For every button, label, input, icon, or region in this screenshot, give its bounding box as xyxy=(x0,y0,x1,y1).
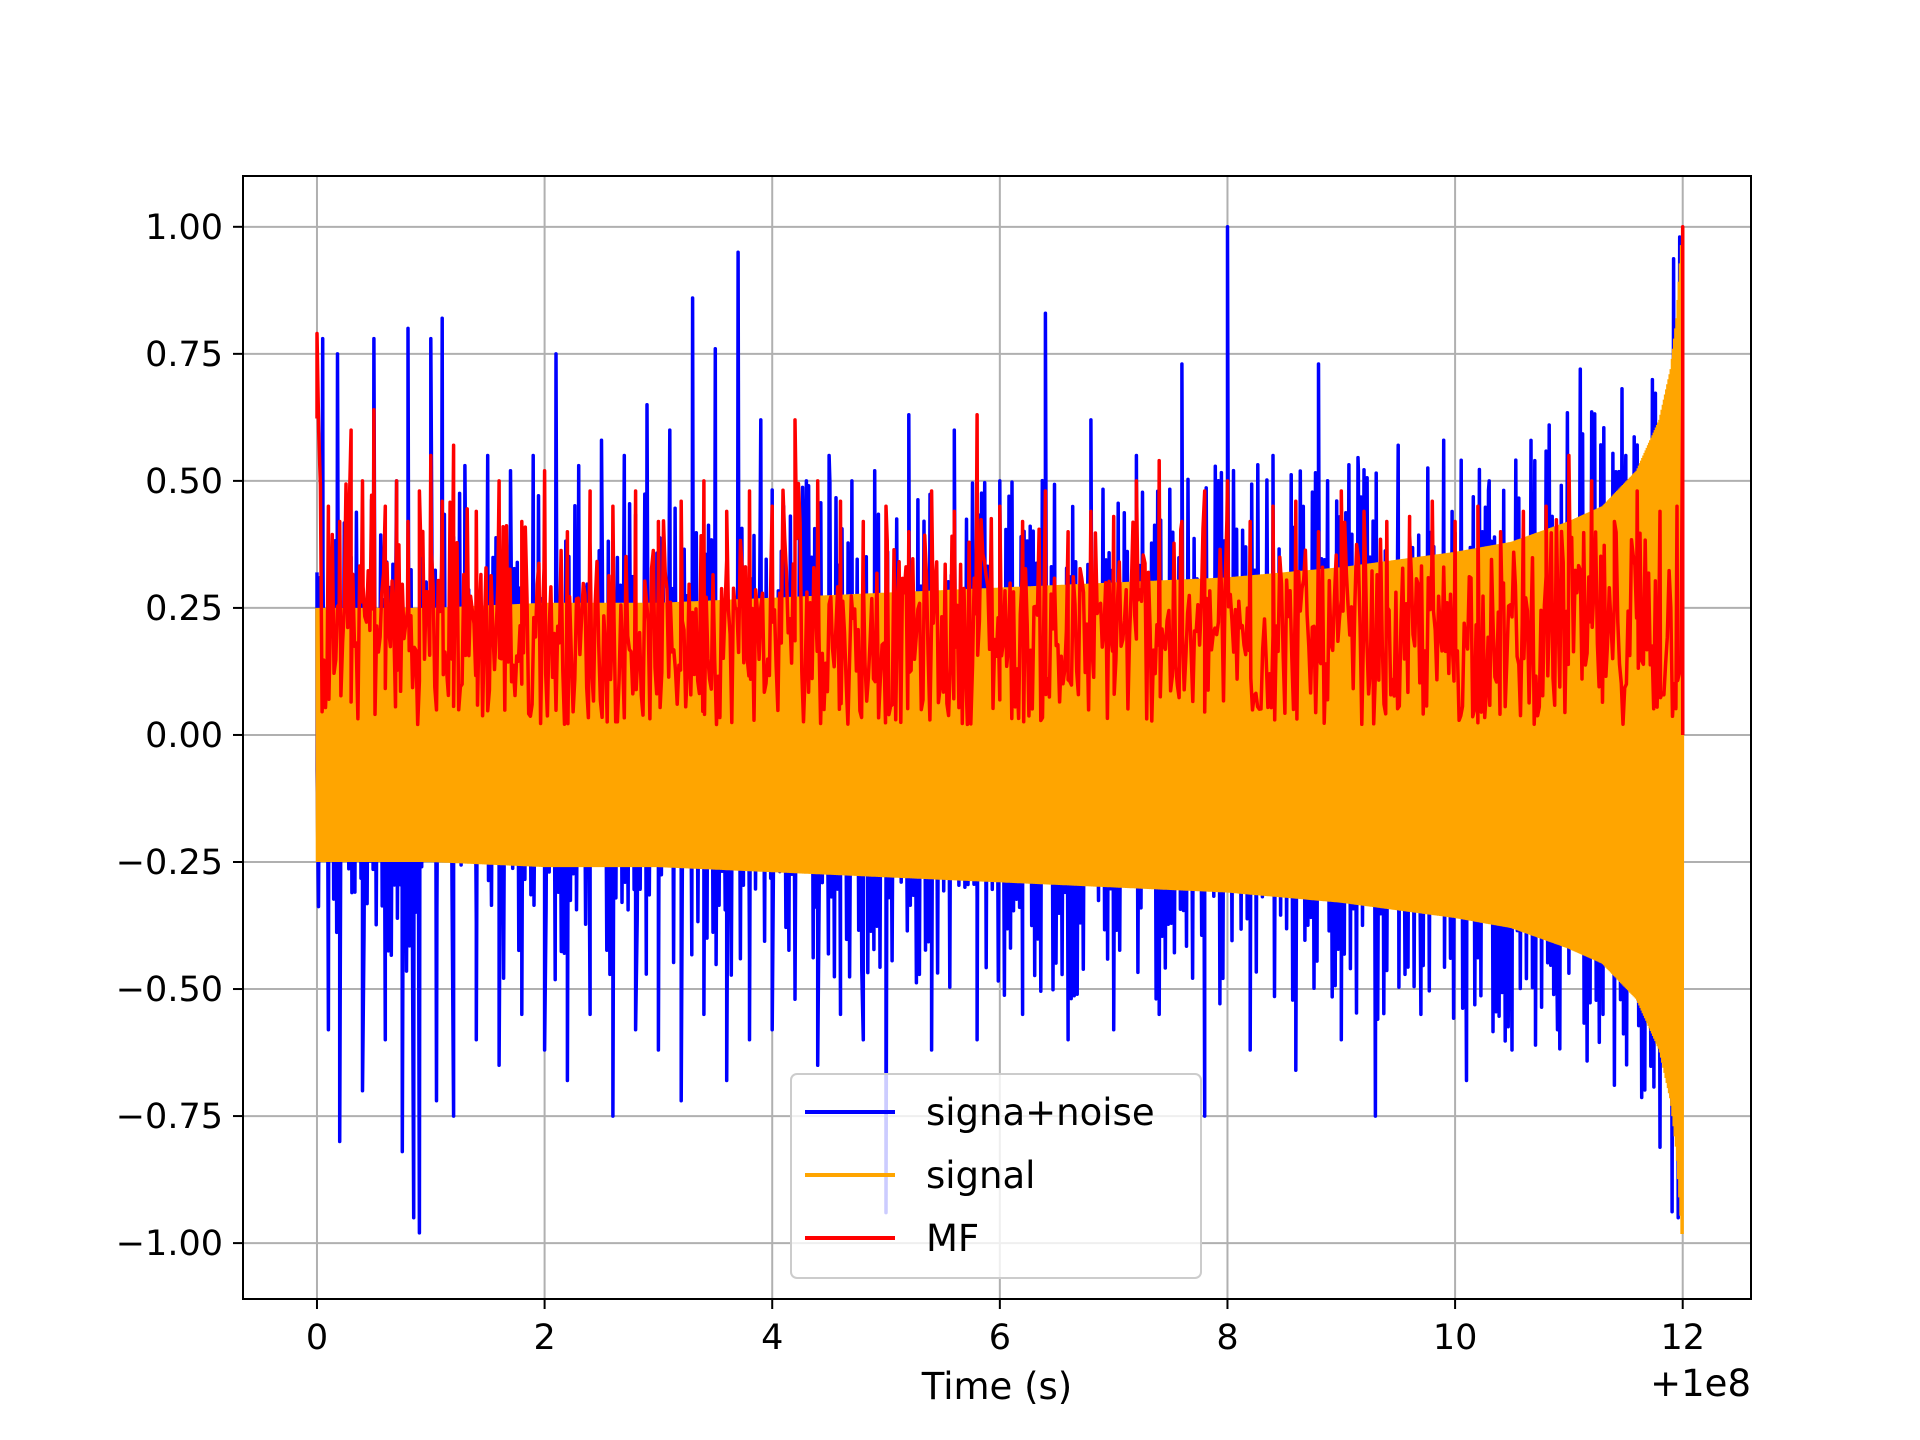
legend-label: signal xyxy=(926,1154,1035,1197)
x-axis-offset-label: +1e8 xyxy=(1650,1362,1751,1405)
x-tick-label: 4 xyxy=(761,1318,783,1358)
ticks: 0 2 4 6 8 10 12 1.00 0.75 0.50 0.25 0.00 −0.25 −0.50 −… xyxy=(116,208,1705,1358)
x-tick-label: 10 xyxy=(1433,1318,1478,1358)
y-tick-label: −0.75 xyxy=(116,1097,223,1137)
y-tick-label: −1.00 xyxy=(116,1224,223,1264)
y-tick-label: 0.75 xyxy=(145,335,223,375)
y-tick-label: 1.00 xyxy=(145,208,223,248)
y-tick-label: −0.25 xyxy=(116,843,223,883)
plot-area xyxy=(315,225,1685,1235)
legend-label: signa+noise xyxy=(926,1091,1155,1134)
y-tick-label: 0.50 xyxy=(145,462,223,502)
legend-box xyxy=(790,1073,1202,1279)
y-tick-label: 0.00 xyxy=(145,716,223,756)
y-tick-label: −0.50 xyxy=(116,970,223,1010)
x-tick-label: 2 xyxy=(533,1318,555,1358)
legend: signa+noise signal MF xyxy=(790,1073,1202,1279)
legend-label: MF xyxy=(926,1217,979,1260)
x-axis-label: Time (s) xyxy=(921,1365,1072,1408)
series-group xyxy=(315,225,1685,1235)
x-tick-label: 6 xyxy=(989,1318,1011,1358)
x-tick-label: 12 xyxy=(1660,1318,1705,1358)
x-tick-label: 0 xyxy=(306,1318,328,1358)
series-mf-line xyxy=(315,225,1685,735)
y-tick-label: 0.25 xyxy=(145,589,223,629)
axes-frame xyxy=(242,175,1752,1300)
x-tick-label: 8 xyxy=(1216,1318,1238,1358)
